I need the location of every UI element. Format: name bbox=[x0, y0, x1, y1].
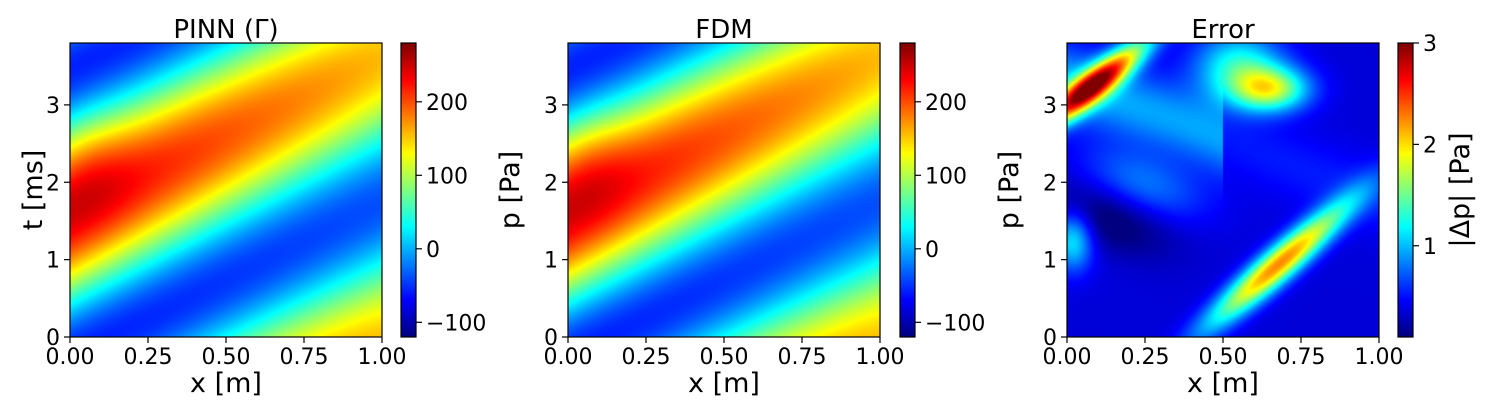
x-tick-label: 0.25 bbox=[622, 345, 671, 370]
panel-pinn: PINN (Γ) 0.00 0.25 0.50 0.75 1.00 0 1 2 3 x [m]… bbox=[18, 15, 526, 399]
y-tick-label: 3 bbox=[46, 94, 60, 119]
colorbar-tick-label: 2 bbox=[1423, 133, 1437, 158]
panel-pinn-title: PINN (Γ) bbox=[173, 15, 278, 45]
x-tick-label: 0.25 bbox=[1121, 345, 1170, 370]
panel-fdm-yticks: 0 1 2 3 bbox=[544, 94, 568, 351]
panel-fdm-colorbar-ticks: −100 0 100 200 bbox=[915, 91, 985, 336]
x-tick-label: 1.00 bbox=[1355, 345, 1404, 370]
y-tick-label: 2 bbox=[1043, 171, 1057, 196]
panel-error-title: Error bbox=[1191, 15, 1255, 45]
panel-fdm-heatmap bbox=[568, 43, 880, 337]
panel-fdm: FDM 0.00 0.25 0.50 0.75 1.00 0 1 2 3 x [m] −100… bbox=[544, 15, 1025, 399]
y-tick-label: 1 bbox=[1043, 249, 1057, 274]
panel-error-colorbar bbox=[1398, 43, 1413, 337]
panel-pinn-colorbar-ticks: −100 0 100 200 bbox=[416, 91, 486, 336]
x-tick-label: 0.50 bbox=[202, 345, 251, 370]
x-tick-label: 0.50 bbox=[700, 345, 749, 370]
x-tick-label: 1.00 bbox=[856, 345, 905, 370]
x-tick-label: 0.00 bbox=[544, 345, 593, 370]
colorbar-tick-label: 200 bbox=[925, 91, 967, 116]
panel-fdm-colorbar bbox=[900, 43, 915, 337]
colorbar-tick-label: 200 bbox=[426, 91, 468, 116]
x-tick-label: 0.75 bbox=[1277, 345, 1326, 370]
panel-pinn-colorbar-label: p [Pa] bbox=[495, 151, 526, 229]
colorbar-tick-label: 3 bbox=[1423, 32, 1437, 57]
panel-error-yticks: 0 1 2 3 bbox=[1043, 94, 1067, 351]
colorbar-tick-label: 0 bbox=[426, 238, 440, 263]
y-tick-label: 2 bbox=[544, 171, 558, 196]
panel-pinn-xlabel: x [m] bbox=[190, 368, 262, 399]
x-tick-label: 0.75 bbox=[778, 345, 827, 370]
y-tick-label: 1 bbox=[544, 249, 558, 274]
y-tick-label: 0 bbox=[544, 326, 558, 351]
colorbar-tick-label: 1 bbox=[1423, 235, 1437, 260]
x-tick-label: 0.50 bbox=[1199, 345, 1248, 370]
panel-error-xlabel: x [m] bbox=[1187, 368, 1259, 399]
panel-error-heatmap-holder bbox=[1067, 43, 1379, 337]
panel-fdm-heatmap-holder bbox=[568, 43, 880, 337]
panel-pinn-colorbar-frame bbox=[400, 42, 417, 338]
colorbar-tick-label: −100 bbox=[426, 311, 486, 336]
x-tick-label: 0.25 bbox=[124, 345, 173, 370]
panel-error-colorbar-holder bbox=[1398, 43, 1413, 337]
x-tick-label: 0.00 bbox=[1043, 345, 1092, 370]
y-tick-label: 0 bbox=[46, 326, 60, 351]
panel-error-xticks: 0.00 0.25 0.50 0.75 1.00 bbox=[1043, 337, 1404, 370]
colorbar-tick-label: 100 bbox=[925, 164, 967, 189]
y-tick-label: 1 bbox=[46, 249, 60, 274]
panel-fdm-title: FDM bbox=[695, 15, 752, 45]
colorbar-tick-label: −100 bbox=[925, 311, 985, 336]
x-tick-label: 0.75 bbox=[280, 345, 329, 370]
panel-pinn-ylabel: t [ms] bbox=[18, 150, 49, 231]
panel-fdm-xticks: 0.00 0.25 0.50 0.75 1.00 bbox=[544, 337, 905, 370]
panel-error-colorbar-label: |Δp| [Pa] bbox=[1445, 132, 1476, 247]
panel-pinn-heatmap bbox=[70, 43, 382, 337]
colorbar-tick-label: 100 bbox=[426, 164, 468, 189]
panel-pinn-colorbar bbox=[401, 43, 416, 337]
panel-fdm-colorbar-holder bbox=[900, 43, 915, 337]
x-tick-label: 1.00 bbox=[358, 345, 407, 370]
panel-pinn-heatmap-holder bbox=[70, 43, 382, 337]
panel-error-colorbar-frame bbox=[1397, 42, 1414, 338]
panel-error-colorbar-ticks: 1 2 3 bbox=[1413, 32, 1437, 260]
y-tick-label: 3 bbox=[544, 94, 558, 119]
panel-fdm-colorbar-frame bbox=[899, 42, 916, 338]
panel-pinn-yticks: 0 1 2 3 bbox=[46, 94, 70, 351]
y-tick-label: 3 bbox=[1043, 94, 1057, 119]
panel-fdm-colorbar-label: p [Pa] bbox=[994, 151, 1025, 229]
panel-error-heatmap bbox=[1067, 43, 1379, 337]
panel-pinn-xticks: 0.00 0.25 0.50 0.75 1.00 bbox=[46, 337, 407, 370]
panel-pinn-colorbar-holder bbox=[401, 43, 416, 337]
panel-error: Error 0.00 0.25 0.50 0.75 1.00 0 1 2 3 x [m] 1 2… bbox=[1043, 15, 1476, 399]
y-tick-label: 2 bbox=[46, 171, 60, 196]
x-tick-label: 0.00 bbox=[46, 345, 95, 370]
colorbar-tick-label: 0 bbox=[925, 238, 939, 263]
panel-fdm-xlabel: x [m] bbox=[688, 368, 760, 399]
y-tick-label: 0 bbox=[1043, 326, 1057, 351]
